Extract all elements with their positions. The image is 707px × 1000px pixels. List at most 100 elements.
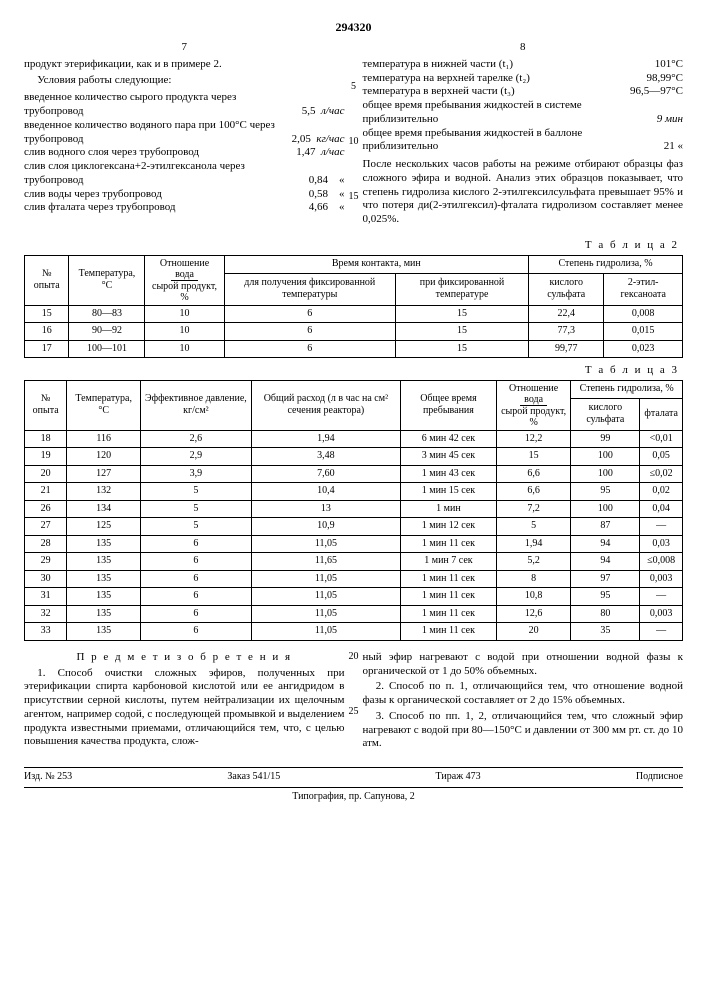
t3-cell: 6 [141,553,252,571]
t3-cell: 33 [25,623,67,641]
upper-columns: 7 продукт этерификации, как и в примере … [24,41,683,229]
line-number: 20 [349,651,359,664]
t3-cell: 132 [67,483,141,501]
t3-cell: 127 [67,465,141,483]
t3-cell: 1 мин [400,500,496,518]
t3-cell: 32 [25,605,67,623]
t2-cell: 80—83 [69,305,145,323]
t3-cell: 20 [496,623,570,641]
right-page-num: 8 [363,41,684,55]
t2-h-n: № опыта [25,255,69,305]
t2-cell: 15 [395,305,528,323]
t3-cell: 0,04 [640,500,683,518]
kv-val: 9 мин [657,113,683,127]
footer-sign: Подписное [636,771,683,784]
kv-row: температура в нижней части (t₁)101°C [363,58,684,72]
t3-cell: 7,2 [496,500,570,518]
t3-cell: 100 [571,448,640,466]
t3-cell: 6,6 [496,483,570,501]
line-number: 10 [349,136,359,149]
t3-cell: — [640,588,683,606]
t3-cell: 10,4 [251,483,400,501]
t3-cell: 7,60 [251,465,400,483]
t2-cell: 6 [224,340,395,358]
kv-row: температура на верхней тарелке (t₂)98,99… [363,72,684,86]
kv-row: общее время пребывания жидкостей в систе… [363,99,684,127]
t3-cell: 1,94 [251,430,400,448]
t3-h-time: Общее время пребывания [400,380,496,430]
t2-cell: 15 [25,305,69,323]
left-page-num: 7 [24,41,345,55]
t3-cell: 135 [67,553,141,571]
table-row: 27125510,91 мин 12 сек587— [25,518,683,536]
kv-key: слив слоя циклогексана+2-этилгексанола ч… [24,160,309,188]
t2-cell: 16 [25,323,69,341]
table-row: 33135611,051 мин 11 сек2035— [25,623,683,641]
kv-key: введенное количество сырого продукта чер… [24,91,302,119]
t3-cell: 1 мин 43 сек [400,465,496,483]
claims-left: П р е д м е т и з о б р е т е н и я 1. С… [24,651,345,753]
t3-cell: 6 [141,605,252,623]
table-row: 1690—921061577,30,015 [25,323,683,341]
t2-h-time-b: при фиксированной температуре [395,273,528,305]
t2-cell: 15 [395,323,528,341]
t2-cell: 100—101 [69,340,145,358]
t2-cell: 6 [224,323,395,341]
kv-key: температура на верхней тарелке (t₂) [363,72,647,86]
t3-cell: ≤0,008 [640,553,683,571]
footer-zakaz: Заказ 541/15 [227,771,280,784]
kv-row: общее время пребывания жидкостей в балло… [363,127,684,155]
t2-cell: 99,77 [529,340,604,358]
t2-h-time-group: Время контакта, мин [224,255,528,273]
kv-key: температура в верхней части (t₃) [363,85,631,99]
claim-2: 2. Способ по п. 1, отличающийся тем, что… [363,680,684,708]
claims-right: ный эфир нагревают с водой при отношении… [363,651,684,753]
t3-cell: <0,01 [640,430,683,448]
t3-cell: 5 [141,483,252,501]
t3-h-hydro-group: Степень гидролиза, % [571,380,683,398]
claim-3: 3. Способ по пп. 1, 2, отличающийся тем,… [363,710,684,751]
kv-val: 101°C [655,58,683,72]
table-row: 181162,61,946 мин 42 сек12,299<0,01 [25,430,683,448]
table-row: 201273,97,601 мин 43 сек6,6100≤0,02 [25,465,683,483]
t3-cell: 135 [67,623,141,641]
t3-cell: 19 [25,448,67,466]
t3-cell: 6 [141,623,252,641]
footer-typography: Типография, пр. Сапунова, 2 [24,787,683,804]
t3-cell: 11,65 [251,553,400,571]
kv-row: слив фталата через трубопровод4,66 « [24,201,345,215]
t3-cell: 12,6 [496,605,570,623]
t3-cell: 18 [25,430,67,448]
t2-h-hydro-a: кислого сульфата [529,273,604,305]
t3-cell: 99 [571,430,640,448]
right-column: 8 температура в нижней части (t₁)101°C т… [363,41,684,229]
table-row: 17100—1011061599,770,023 [25,340,683,358]
kv-val: 5,5 л/час [302,105,345,119]
t3-cell: 135 [67,535,141,553]
t3-h-hydro-a: кислого сульфата [571,399,640,431]
t3-cell: 95 [571,588,640,606]
kv-key: слив водного слоя через трубопровод [24,146,296,160]
t3-cell: 10,8 [496,588,570,606]
t3-h-flow: Общий расход (л в час на см² сечения реа… [251,380,400,430]
t3-cell: 1 мин 11 сек [400,605,496,623]
t2-cell: 6 [224,305,395,323]
footer-izd: Изд. № 253 [24,771,72,784]
t3-cell: 30 [25,570,67,588]
t3-cell: 0,03 [640,535,683,553]
t3-h-n: № опыта [25,380,67,430]
t3-cell: 100 [571,465,640,483]
right-kv-list: температура в нижней части (t₁)101°C тем… [363,58,684,154]
kv-val: 0,84 « [309,174,345,188]
t3-cell: 1 мин 11 сек [400,570,496,588]
kv-val: 21 « [664,140,683,154]
kv-val: 1,47 л/час [296,146,344,160]
t3-cell: 8 [496,570,570,588]
t2-cell: 10 [145,323,224,341]
left-column: 7 продукт этерификации, как и в примере … [24,41,345,229]
t3-cell: 5 [496,518,570,536]
claim-1a: 1. Способ очистки сложных эфиров, получе… [24,667,345,750]
t3-h-temp: Температура, °C [67,380,141,430]
kv-key: слив воды через трубопровод [24,188,309,202]
t3-cell: 28 [25,535,67,553]
